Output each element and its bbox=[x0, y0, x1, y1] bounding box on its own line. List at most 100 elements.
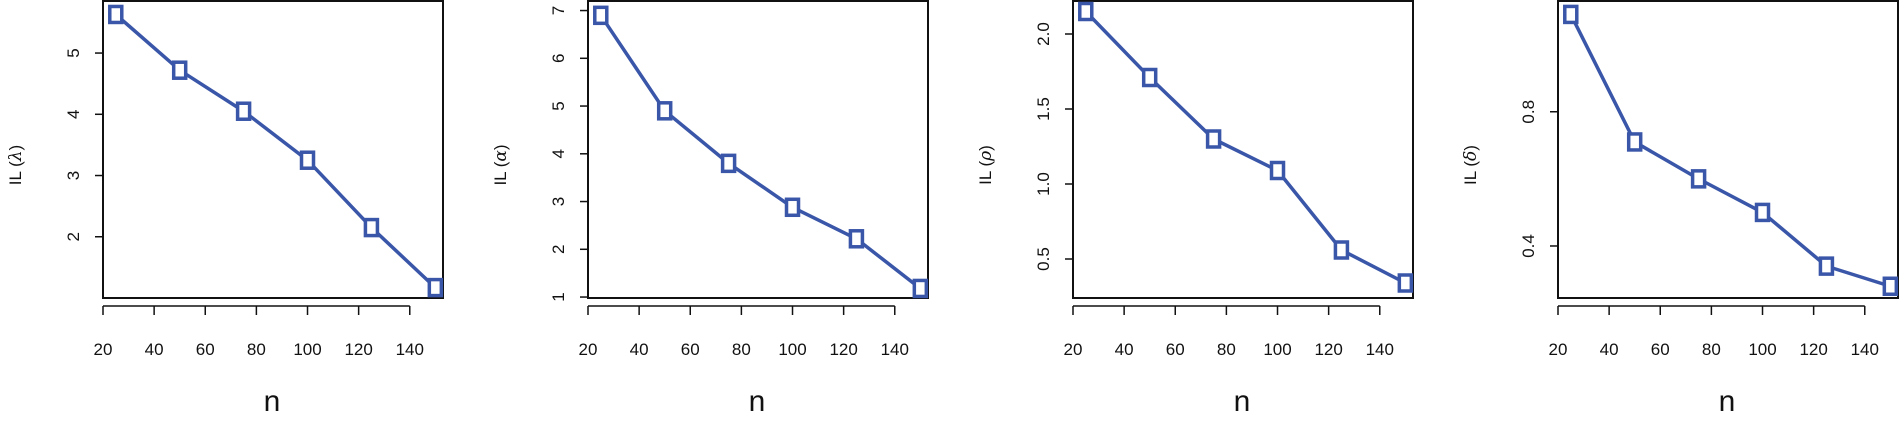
data-point bbox=[784, 197, 801, 218]
chart-panel-rho: 20 40 60 80 100 120 140 0.5 1.0 1.5 2.0 IL (ρ) n bbox=[970, 0, 1440, 422]
x-axis: 20 40 60 80 100 120 140 bbox=[94, 305, 424, 359]
data-point bbox=[656, 101, 673, 121]
plot-frame bbox=[1072, 0, 1414, 299]
y-axis-label: IL (λ) bbox=[6, 65, 30, 265]
x-tick-label: 80 bbox=[247, 340, 266, 359]
y-axis-label-symbol: α bbox=[491, 150, 511, 162]
y-tick-label: 5 bbox=[64, 48, 83, 57]
y-tick-label: 4 bbox=[549, 149, 568, 158]
y-tick-label: 0.5 bbox=[1034, 247, 1053, 271]
x-tick-label: 80 bbox=[732, 340, 751, 359]
y-tick-label: 7 bbox=[549, 6, 568, 15]
series-line bbox=[599, 14, 922, 290]
y-axis-label-suffix: ) bbox=[491, 144, 510, 151]
data-point bbox=[1626, 132, 1643, 152]
y-axis-label-prefix: IL ( bbox=[491, 161, 510, 186]
series-line bbox=[1084, 10, 1407, 285]
y-axis-label-suffix: ) bbox=[6, 144, 25, 151]
x-tick-label: 140 bbox=[1851, 340, 1879, 359]
y-tick-label: 2 bbox=[64, 232, 83, 241]
y-tick-label: 0.8 bbox=[1519, 100, 1538, 124]
x-tick-label: 60 bbox=[196, 340, 215, 359]
x-tick-label: 40 bbox=[1115, 340, 1134, 359]
y-axis: 0.5 1.0 1.5 2.0 bbox=[1034, 22, 1073, 271]
y-axis-label-prefix: IL ( bbox=[976, 160, 995, 185]
x-tick-label: 100 bbox=[1748, 340, 1776, 359]
y-axis: 0.4 0.8 bbox=[1519, 100, 1558, 258]
x-axis-label: n bbox=[1233, 385, 1251, 418]
x-tick-label: 40 bbox=[1600, 340, 1619, 359]
y-axis-label-symbol: δ bbox=[1461, 150, 1481, 161]
y-tick-label: 0.4 bbox=[1519, 234, 1538, 258]
y-tick-label: 2.0 bbox=[1034, 22, 1053, 46]
x-tick-label: 100 bbox=[778, 340, 806, 359]
x-axis-label: n bbox=[748, 385, 766, 418]
data-point bbox=[720, 153, 737, 174]
y-tick-label: 2 bbox=[549, 245, 568, 254]
data-point bbox=[1397, 273, 1414, 293]
y-axis: 2 3 4 5 bbox=[64, 48, 103, 241]
x-tick-label: 120 bbox=[344, 340, 372, 359]
data-point bbox=[1882, 276, 1899, 297]
plot-frame bbox=[1557, 0, 1899, 299]
x-tick-label: 40 bbox=[630, 340, 649, 359]
data-point bbox=[427, 277, 444, 298]
y-axis-label-suffix: ) bbox=[976, 145, 995, 151]
chart-rho: 20 40 60 80 100 120 140 0.5 1.0 1.5 2.0 bbox=[1034, 0, 1414, 359]
data-point bbox=[1141, 67, 1158, 88]
x-tick-label: 40 bbox=[145, 340, 164, 359]
series-line bbox=[1569, 13, 1891, 288]
x-axis: 20 40 60 80 100 120 140 bbox=[1064, 305, 1394, 359]
data-point bbox=[1690, 169, 1707, 189]
y-tick-label: 3 bbox=[549, 197, 568, 206]
y-tick-label: 3 bbox=[64, 171, 83, 180]
y-tick-label: 1.0 bbox=[1034, 172, 1053, 196]
data-point bbox=[912, 278, 929, 299]
x-axis-label: n bbox=[263, 385, 281, 418]
y-axis-label-prefix: IL ( bbox=[6, 161, 25, 186]
x-tick-label: 120 bbox=[1799, 340, 1827, 359]
data-point bbox=[1818, 256, 1835, 276]
chart-panel-alpha: 20 40 60 80 100 120 140 1 2 3 4 5 6 7 IL (α) n bbox=[485, 0, 955, 422]
y-axis: 1 2 3 4 5 6 7 bbox=[549, 6, 588, 302]
plot-frame bbox=[587, 0, 929, 299]
y-tick-label: 1 bbox=[549, 292, 568, 301]
x-tick-label: 100 bbox=[1263, 340, 1291, 359]
x-tick-label: 20 bbox=[1549, 340, 1568, 359]
chart-panel-delta: 20 40 60 80 100 120 140 0.4 0.8 IL (δ) n bbox=[1455, 0, 1901, 422]
data-point bbox=[235, 101, 252, 121]
data-point bbox=[171, 60, 188, 80]
chart-lambda: 20 40 60 80 100 120 140 2 3 4 5 bbox=[64, 0, 444, 359]
y-axis-label: IL (α) bbox=[491, 65, 515, 265]
y-axis-label: IL (δ) bbox=[1461, 65, 1485, 265]
x-tick-label: 80 bbox=[1217, 340, 1236, 359]
y-tick-label: 6 bbox=[549, 54, 568, 63]
x-axis-label: n bbox=[1718, 385, 1736, 418]
data-point bbox=[1269, 160, 1286, 181]
x-tick-label: 140 bbox=[1366, 340, 1394, 359]
x-tick-label: 60 bbox=[1166, 340, 1185, 359]
x-axis: 20 40 60 80 100 120 140 bbox=[1549, 305, 1879, 359]
x-tick-label: 140 bbox=[396, 340, 424, 359]
y-axis-label-prefix: IL ( bbox=[1461, 161, 1480, 185]
x-axis: 20 40 60 80 100 120 140 bbox=[579, 305, 909, 359]
x-tick-label: 100 bbox=[293, 340, 321, 359]
y-tick-label: 5 bbox=[549, 101, 568, 110]
y-axis-label: IL (ρ) bbox=[976, 65, 1000, 265]
chart-delta: 20 40 60 80 100 120 140 0.4 0.8 bbox=[1519, 0, 1899, 359]
x-tick-label: 80 bbox=[1702, 340, 1721, 359]
chart-alpha: 20 40 60 80 100 120 140 1 2 3 4 5 6 7 bbox=[549, 0, 929, 359]
x-tick-label: 60 bbox=[681, 340, 700, 359]
data-point bbox=[1754, 202, 1771, 223]
data-point bbox=[1333, 240, 1350, 260]
data-point bbox=[1078, 1, 1094, 22]
x-tick-label: 140 bbox=[881, 340, 909, 359]
x-tick-label: 20 bbox=[579, 340, 598, 359]
data-point bbox=[363, 217, 380, 238]
data-point bbox=[108, 4, 124, 25]
x-tick-label: 20 bbox=[1064, 340, 1083, 359]
x-tick-label: 20 bbox=[94, 340, 113, 359]
x-tick-label: 60 bbox=[1651, 340, 1670, 359]
y-axis-label-symbol: λ bbox=[6, 150, 26, 162]
y-tick-label: 1.5 bbox=[1034, 97, 1053, 121]
